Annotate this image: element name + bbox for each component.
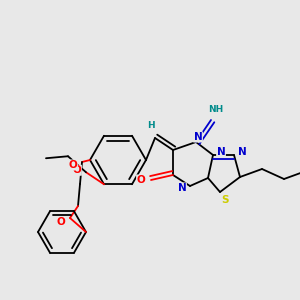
Text: N: N [194,132,202,142]
Text: O: O [57,217,65,227]
Text: NH: NH [208,106,224,115]
Text: H: H [147,122,155,130]
Text: O: O [69,160,77,170]
Text: O: O [73,165,81,175]
Text: N: N [178,183,186,193]
Text: O: O [136,175,146,185]
Text: S: S [221,195,229,205]
Text: N: N [217,147,225,157]
Text: N: N [238,147,246,157]
